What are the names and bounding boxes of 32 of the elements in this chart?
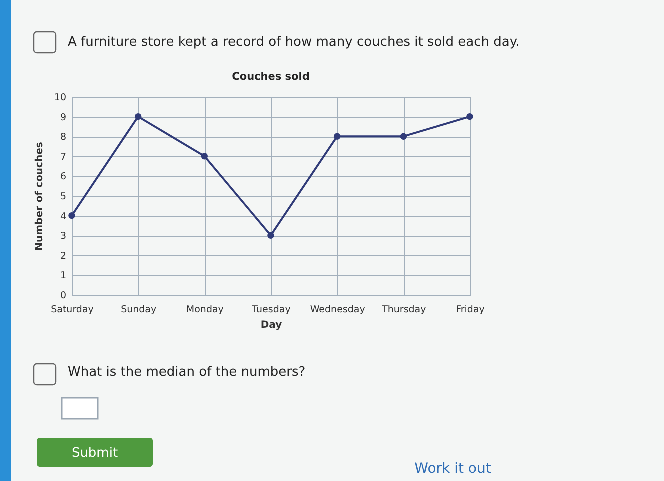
point xyxy=(201,153,208,160)
x-tick-label: Thursday xyxy=(381,304,427,316)
y-tick-label: 8 xyxy=(60,132,66,144)
y-tick-label: 1 xyxy=(60,270,66,282)
y-tick-label: 7 xyxy=(60,152,66,163)
y-tick-label: 6 xyxy=(60,172,66,183)
y-tick-label: 9 xyxy=(60,112,66,124)
point xyxy=(400,133,408,140)
text: What is the median of the numbers? xyxy=(68,365,306,380)
text: Work it out xyxy=(414,461,492,477)
point xyxy=(68,212,76,220)
y-tick-label: 0 xyxy=(60,290,66,302)
text: Submit xyxy=(72,446,118,461)
point xyxy=(134,113,142,120)
y-tick-label: 10 xyxy=(54,92,66,104)
x-tick-label: Saturday xyxy=(51,304,94,316)
point xyxy=(334,133,341,140)
point xyxy=(268,232,274,239)
x-tick-label: Friday xyxy=(456,304,486,316)
y-tick-label: 2 xyxy=(60,250,66,262)
x-tick-label: Tuesday xyxy=(251,304,292,316)
text: A furniture store kept a record of how many couches it sold each day. xyxy=(68,35,520,50)
x-tick-label: Monday xyxy=(186,304,224,316)
y-tick-label: 3 xyxy=(60,231,66,242)
x-tick-label: Wednesday xyxy=(310,304,366,316)
point xyxy=(466,113,474,120)
x-tick-label: Sunday xyxy=(121,304,157,316)
chart-title: Couches sold xyxy=(232,71,310,83)
y-axis-title: Number of couches xyxy=(34,142,46,251)
x-axis-title: Day xyxy=(260,320,283,331)
y-tick-label: 4 xyxy=(60,211,66,222)
y-tick-label: 5 xyxy=(60,192,66,202)
